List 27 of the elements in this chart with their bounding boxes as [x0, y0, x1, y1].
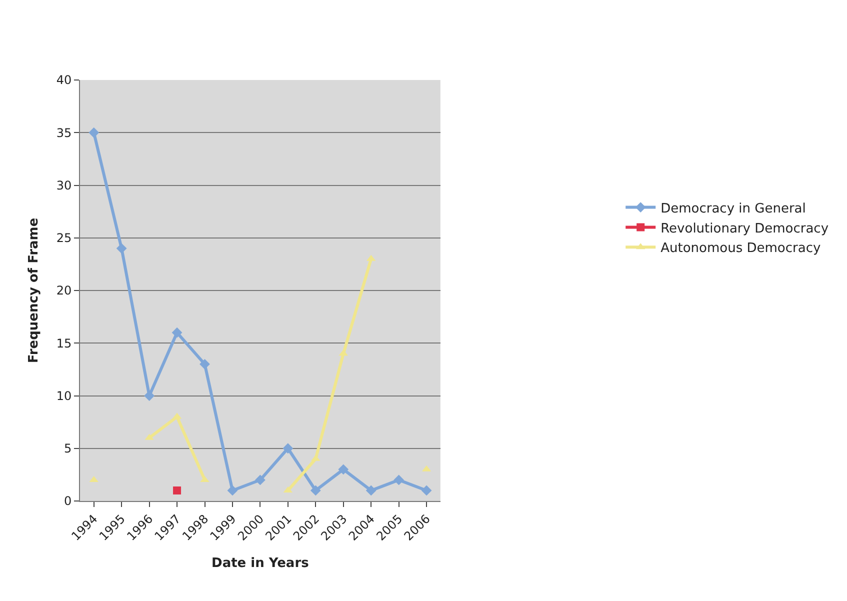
x-axis-title: Date in Years: [212, 556, 310, 571]
point: [282, 443, 294, 454]
legend-label: Democracy in General: [660, 201, 806, 216]
point: [338, 464, 349, 475]
y-tick-label: 25: [56, 231, 72, 246]
point: [366, 485, 376, 496]
point: [116, 243, 127, 254]
point: [200, 358, 210, 370]
y-tick-label: 30: [56, 178, 72, 192]
point: [394, 474, 404, 486]
point: [88, 127, 100, 138]
y-tick-label: 20: [56, 284, 72, 298]
legend-label: Revolutionary Democracy: [660, 221, 829, 236]
y-tick-label: 5: [64, 442, 72, 456]
point: [255, 474, 266, 486]
y-tick-label: 40: [56, 73, 72, 88]
y-tick-label: 10: [56, 388, 72, 403]
y-tick-label: 35: [56, 126, 72, 140]
point: [310, 485, 321, 496]
y-tick-label: 0: [64, 494, 72, 508]
point: [172, 327, 182, 338]
point: [421, 485, 432, 496]
y-tick-label: 15: [56, 336, 72, 350]
y-axis-title: Frequency of Frame: [26, 218, 42, 364]
point: [227, 485, 238, 496]
legend-label: Autonomous Democracy: [660, 241, 821, 256]
point: [173, 486, 182, 494]
